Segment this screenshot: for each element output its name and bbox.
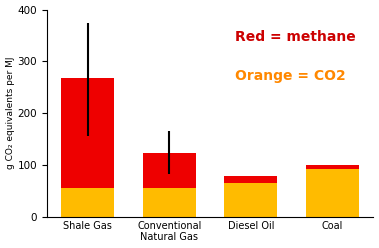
Y-axis label: g CO₂ equivalents per MJ: g CO₂ equivalents per MJ	[6, 57, 14, 169]
Text: Red = methane: Red = methane	[235, 30, 356, 44]
Bar	[61, 78, 114, 188]
Text: Orange = CO2: Orange = CO2	[235, 69, 346, 83]
Bar	[143, 188, 196, 217]
Bar	[224, 176, 277, 183]
Bar	[61, 188, 114, 217]
Bar	[224, 183, 277, 217]
Bar	[306, 165, 359, 169]
Bar	[306, 169, 359, 217]
Bar	[143, 153, 196, 188]
